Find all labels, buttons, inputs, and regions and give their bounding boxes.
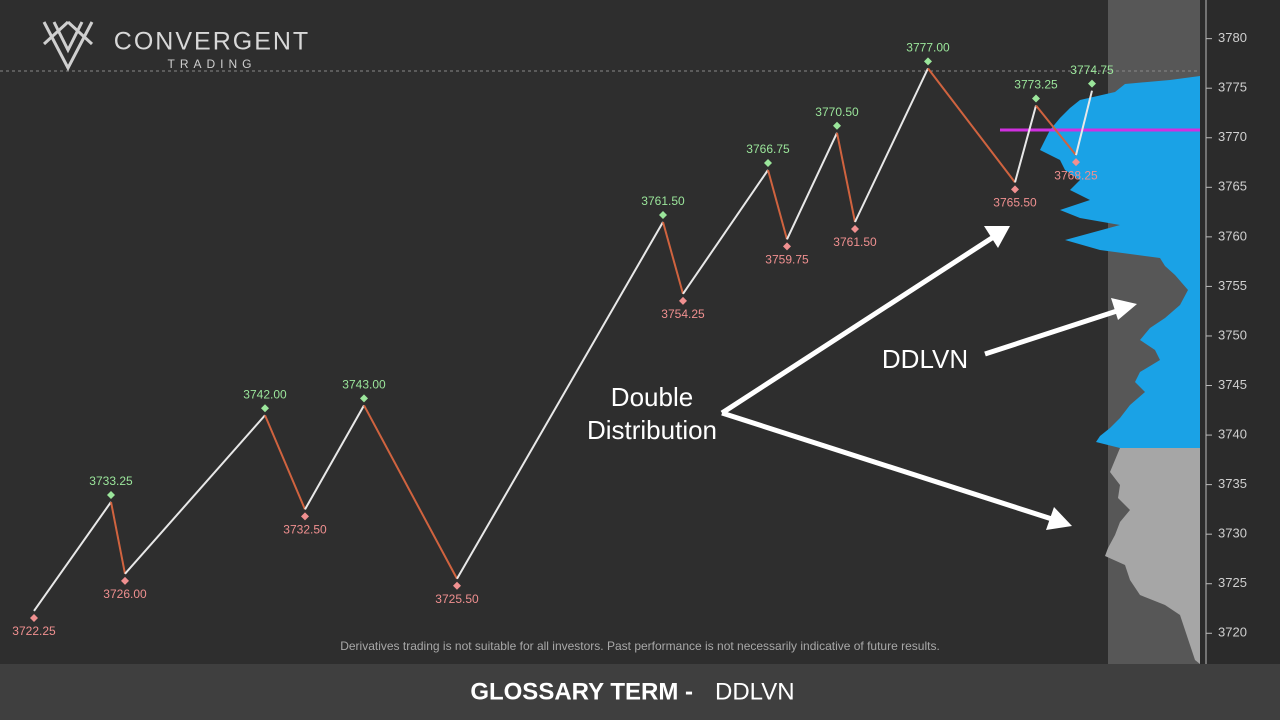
swing-marker <box>1088 79 1096 88</box>
swing-marker <box>1032 94 1040 103</box>
swing-marker <box>121 576 129 585</box>
swing-label: 3768.25 <box>1054 168 1098 182</box>
y-tick-label: 3750 <box>1218 327 1247 342</box>
swing-marker <box>107 490 115 499</box>
y-tick-label: 3720 <box>1218 625 1247 640</box>
swing-label: 3759.75 <box>765 253 809 267</box>
price-segment <box>304 404 365 510</box>
y-tick-label: 3725 <box>1218 575 1247 590</box>
swing-marker <box>833 121 841 130</box>
swing-marker <box>30 613 38 622</box>
y-tick-label: 3745 <box>1218 377 1247 392</box>
swing-marker <box>851 224 859 233</box>
price-axis <box>1200 0 1280 664</box>
price-segment <box>854 67 929 223</box>
swing-label: 3743.00 <box>342 378 386 392</box>
swing-marker <box>453 581 461 590</box>
footer-term: DDLVN <box>715 678 795 705</box>
y-tick-label: 3780 <box>1218 30 1247 45</box>
price-segment <box>363 404 458 580</box>
y-tick-label: 3765 <box>1218 179 1247 194</box>
swing-marker <box>783 242 791 251</box>
brand: CONVERGENT <box>114 28 310 56</box>
swing-label: 3770.50 <box>815 105 859 119</box>
swing-label: 3777.00 <box>906 41 950 55</box>
swing-marker <box>360 394 368 403</box>
price-segment <box>1035 104 1077 156</box>
brand-sub: TRADING <box>168 57 257 71</box>
swing-label: 3761.50 <box>641 194 685 208</box>
swing-label: 3766.75 <box>746 142 790 156</box>
swing-label: 3742.00 <box>243 387 287 401</box>
swing-label: 3761.50 <box>833 235 877 249</box>
price-segment <box>682 169 769 295</box>
swing-marker <box>679 296 687 305</box>
volume-profile-lower <box>1105 448 1200 664</box>
price-segment <box>927 67 1016 183</box>
price-segment <box>662 221 684 295</box>
price-segment <box>124 414 266 575</box>
swing-label: 3733.25 <box>89 474 133 488</box>
swing-label: 3725.50 <box>435 592 479 606</box>
price-segment <box>1075 90 1093 156</box>
y-tick-label: 3740 <box>1218 427 1247 442</box>
disclaimer: Derivatives trading is not suitable for … <box>340 639 940 653</box>
plot: 3722.25 3733.25 3726.00 3742.00 3732.50 3743.… <box>12 41 1114 639</box>
price-segment <box>1014 105 1037 183</box>
y-tick-label: 3755 <box>1218 278 1247 293</box>
swing-marker <box>659 210 667 219</box>
volume-profile-upper <box>1040 76 1200 448</box>
logo <box>42 20 94 72</box>
swing-marker <box>301 512 309 521</box>
y-tick-label: 3760 <box>1218 228 1247 243</box>
annotation: Double <box>611 382 693 412</box>
swing-marker <box>261 404 269 413</box>
annotation: DDLVN <box>882 344 968 374</box>
swing-label: 3754.25 <box>661 307 705 321</box>
swing-label: 3726.00 <box>103 587 147 601</box>
y-tick-label: 3730 <box>1218 526 1247 541</box>
y-tick-label: 3775 <box>1218 80 1247 95</box>
price-segment <box>767 169 788 240</box>
annotation: Distribution <box>587 415 717 445</box>
price-segment <box>33 501 112 612</box>
swing-marker <box>1072 158 1080 167</box>
price-segment <box>456 221 664 580</box>
arrows <box>720 226 1137 530</box>
swing-marker <box>924 57 932 66</box>
swing-label: 3773.25 <box>1014 78 1058 92</box>
swing-marker <box>764 158 772 167</box>
background <box>0 0 1280 664</box>
y-tick-label: 3770 <box>1218 129 1247 144</box>
price-segment <box>786 132 838 240</box>
swing-label: 3765.50 <box>993 196 1037 210</box>
price-segment <box>836 132 856 223</box>
price-segment <box>264 414 306 510</box>
swing-marker <box>1011 185 1019 194</box>
swing-label: 3722.25 <box>12 624 56 638</box>
y-tick-label: 3735 <box>1218 476 1247 491</box>
footer-title: GLOSSARY TERM - <box>470 678 693 705</box>
swing-label: 3732.50 <box>283 523 327 537</box>
swing-label: 3774.75 <box>1070 63 1114 77</box>
footer <box>0 664 1280 720</box>
price-segment <box>110 501 126 575</box>
